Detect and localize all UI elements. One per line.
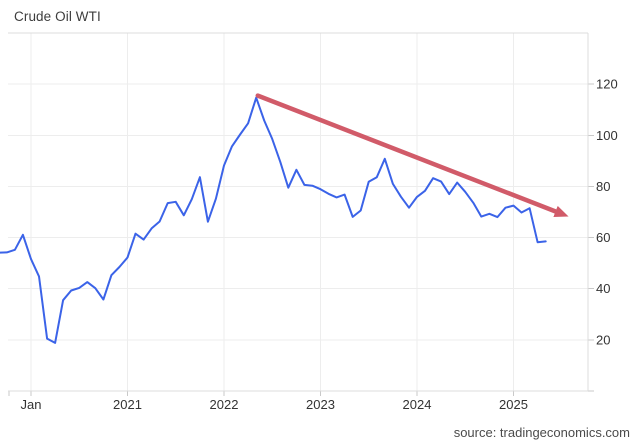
x-axis-tick-label: 2023 [306,397,335,412]
y-axis-tick-label: 80 [596,179,610,194]
chart-title: Crude Oil WTI [14,9,101,24]
x-axis-tick-label: 2025 [499,397,528,412]
x-axis-tick-label: 2022 [210,397,239,412]
x-axis-tick-label: 2024 [403,397,432,412]
source-attribution: source: tradingeconomics.com [453,425,630,440]
y-axis-tick-label: 20 [596,332,610,347]
y-axis-tick-label: 40 [596,281,610,296]
y-axis-tick-label: 60 [596,230,610,245]
x-axis-tick-label: 2021 [113,397,142,412]
x-axis-tick-label: Jan [21,397,42,412]
downtrend-arrow [255,93,569,218]
y-axis-tick-label: 100 [596,128,618,143]
price-line-series [0,96,547,344]
y-axis-tick-label: 120 [596,77,618,92]
